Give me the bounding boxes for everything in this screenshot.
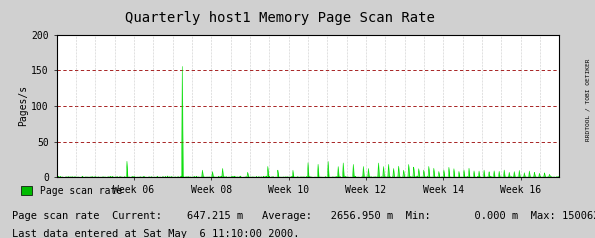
- Text: Page scan rate  Current:    647.215 m   Average:   2656.950 m  Min:       0.000 : Page scan rate Current: 647.215 m Averag…: [12, 211, 595, 221]
- Text: Last data entered at Sat May  6 11:10:00 2000.: Last data entered at Sat May 6 11:10:00 …: [12, 229, 299, 238]
- Text: Quarterly host1 Memory Page Scan Rate: Quarterly host1 Memory Page Scan Rate: [125, 11, 434, 25]
- Text: RRDTOOL / TOBI OETIKER: RRDTOOL / TOBI OETIKER: [586, 59, 591, 141]
- Legend: Page scan rate: Page scan rate: [17, 182, 126, 200]
- Y-axis label: Pages/s: Pages/s: [18, 85, 29, 126]
